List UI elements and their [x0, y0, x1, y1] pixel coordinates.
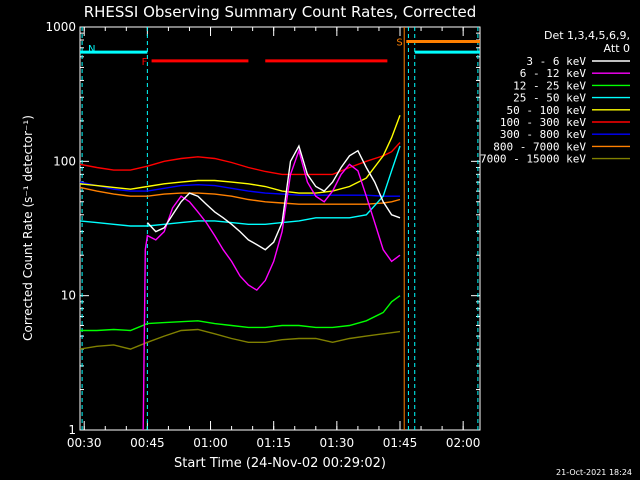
footer-timestamp: 21-Oct-2021 18:24	[556, 468, 632, 477]
y-tick-label: 100	[53, 154, 76, 168]
legend-entry-label: 7000 - 15000 keV	[480, 153, 586, 166]
chart-title: RHESSI Observing Summary Count Rates, Co…	[84, 3, 477, 21]
legend-entry-label: 3 - 6 keV	[526, 55, 586, 68]
series-line	[80, 295, 401, 332]
x-tick-label: 01:45	[383, 436, 418, 450]
x-tick-label: 01:00	[193, 436, 228, 450]
legend-header-attenuator: Att 0	[604, 42, 630, 55]
x-tick-label: 00:45	[130, 436, 165, 450]
flag-label: F	[142, 57, 148, 68]
series-line	[79, 142, 401, 176]
y-axis-label: Corrected Count Rate (s⁻¹ detector⁻¹)	[21, 115, 35, 341]
y-tick-label: 10	[61, 289, 76, 303]
x-tick-label: 00:30	[67, 436, 102, 450]
x-tick-label: 01:15	[256, 436, 291, 450]
legend-entry-label: 100 - 300 keV	[500, 116, 586, 129]
series-line	[79, 328, 401, 350]
flag-label: N	[88, 44, 95, 55]
x-tick-label: 02:00	[446, 436, 481, 450]
legend-entry-label: 300 - 800 keV	[500, 128, 586, 141]
legend-entry-label: 800 - 7000 keV	[493, 140, 586, 153]
series-line	[146, 144, 401, 251]
legend-entry-label: 50 - 100 keV	[507, 104, 587, 117]
plot-layer: 1 10 100 1000 00:30 00:45 01:00 01:15 01:30 01:45…	[45, 20, 630, 450]
series-line	[79, 145, 401, 227]
legend-header-detectors: Det 1,3,4,5,6,9,	[544, 29, 630, 42]
legend-entry-label: 12 - 25 keV	[513, 79, 586, 92]
series-line	[79, 181, 400, 197]
legend-entry-label: 6 - 12 keV	[520, 67, 587, 80]
y-tick-label: 1000	[45, 20, 76, 34]
series-line	[79, 186, 401, 205]
x-axis-label: Start Time (24-Nov-02 00:29:02)	[174, 456, 386, 471]
y-tick-label: 1	[68, 423, 76, 437]
legend-entry-label: 25 - 50 keV	[513, 92, 586, 105]
flag-label: S	[396, 37, 402, 48]
plot-frame	[79, 26, 481, 431]
series-line	[142, 148, 401, 431]
x-tick-label: 01:30	[320, 436, 355, 450]
